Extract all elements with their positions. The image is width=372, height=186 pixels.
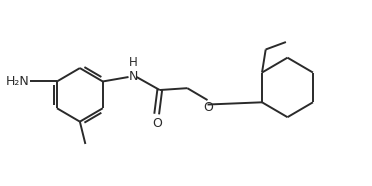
Text: H: H <box>129 56 138 69</box>
Text: N: N <box>129 70 139 83</box>
Text: H₂N: H₂N <box>5 75 29 88</box>
Text: O: O <box>152 117 162 130</box>
Text: O: O <box>203 101 213 114</box>
